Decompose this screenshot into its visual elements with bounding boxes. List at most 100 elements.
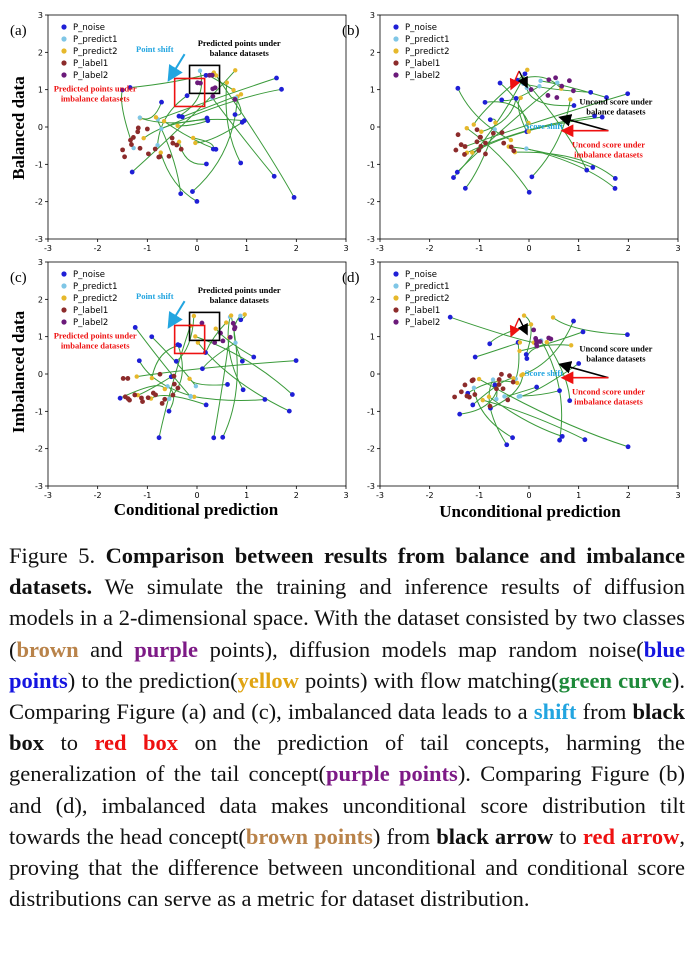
x-tick-label: -2 bbox=[426, 491, 434, 500]
y-tick-label: 0 bbox=[370, 123, 375, 132]
legend-label: P_noise bbox=[73, 270, 105, 280]
flow-curve bbox=[190, 395, 265, 402]
noise-point bbox=[293, 358, 299, 363]
annotation-text: balance datasets bbox=[210, 295, 270, 305]
predict-point bbox=[518, 95, 523, 101]
noise-point bbox=[612, 176, 618, 181]
noise-point bbox=[203, 350, 208, 355]
noise-point bbox=[240, 387, 246, 393]
legend-marker bbox=[61, 307, 67, 313]
label1-point bbox=[507, 373, 512, 379]
y-tick-label: 0 bbox=[38, 123, 43, 132]
x-tick-label: 1 bbox=[576, 244, 581, 253]
label1-point bbox=[137, 145, 143, 151]
noise-point bbox=[513, 95, 519, 101]
predict-point bbox=[511, 376, 516, 381]
noise-point bbox=[482, 99, 488, 105]
flow-curve bbox=[157, 77, 277, 120]
noise-point bbox=[184, 93, 190, 99]
x-tick-label: 2 bbox=[294, 244, 299, 253]
noise-point bbox=[510, 435, 515, 441]
noise-point bbox=[136, 358, 142, 364]
caption-title: Comparison between results from balance … bbox=[9, 543, 686, 600]
noise-point bbox=[159, 99, 164, 105]
label1-point bbox=[178, 146, 184, 152]
flow-curve bbox=[163, 120, 217, 150]
predict-point bbox=[134, 374, 139, 379]
row-label-imbalanced: Imbalanced data bbox=[9, 310, 28, 433]
flow-curve bbox=[488, 396, 563, 437]
label2-point bbox=[232, 324, 238, 330]
noise-point bbox=[232, 112, 238, 118]
label2-point bbox=[566, 78, 572, 84]
label2-point bbox=[220, 338, 226, 344]
flow-curve bbox=[215, 328, 255, 358]
predict-point bbox=[568, 97, 573, 102]
caption-text: from bbox=[582, 699, 627, 725]
predict-point bbox=[508, 137, 514, 143]
y-tick-label: -3 bbox=[35, 235, 43, 244]
caption-green-curve: green curve bbox=[558, 667, 672, 693]
noise-point bbox=[274, 75, 279, 81]
noise-point bbox=[451, 175, 456, 180]
label1-point bbox=[139, 395, 144, 401]
x-tick-label: -3 bbox=[44, 244, 52, 253]
noise-point bbox=[588, 89, 594, 95]
legend-marker bbox=[61, 48, 67, 54]
flow-curve bbox=[222, 315, 238, 438]
noise-point bbox=[590, 165, 596, 170]
y-tick-label: -2 bbox=[367, 445, 375, 454]
figure-caption: Figure 5. Comparison between results fro… bbox=[9, 540, 685, 914]
red-box bbox=[173, 77, 206, 108]
caption-red-arrow: red arrow bbox=[582, 823, 680, 849]
noise-point bbox=[286, 408, 292, 414]
annotation-text: Predicted points under bbox=[198, 285, 281, 295]
caption-text: ) to the prediction( bbox=[67, 667, 238, 693]
legend-label: P_label1 bbox=[405, 306, 440, 316]
noise-point bbox=[625, 332, 630, 338]
label1-point bbox=[462, 382, 468, 388]
legend-marker bbox=[393, 319, 399, 325]
noise-point bbox=[529, 174, 535, 180]
predict-point bbox=[492, 127, 497, 132]
shift-arrow bbox=[167, 300, 186, 329]
y-tick-label: 2 bbox=[370, 295, 375, 304]
panel-letter: (b) bbox=[342, 23, 360, 39]
noise-point bbox=[580, 329, 586, 335]
label2-point bbox=[212, 85, 218, 91]
label1-point bbox=[500, 386, 506, 392]
label1-point bbox=[510, 379, 516, 385]
flow-curve bbox=[178, 70, 203, 117]
label1-point bbox=[174, 142, 180, 148]
predict-point bbox=[526, 120, 531, 126]
legend-label: P_label2 bbox=[73, 318, 108, 328]
annotation-text: Predicted points under bbox=[198, 38, 281, 48]
legend-marker bbox=[61, 60, 67, 66]
noise-point bbox=[625, 91, 631, 97]
noise-point bbox=[571, 318, 576, 324]
label1-point bbox=[494, 386, 499, 392]
legend-label: P_predict1 bbox=[405, 282, 449, 292]
label1-point bbox=[140, 399, 145, 405]
panel-letter: (c) bbox=[10, 270, 27, 286]
caption-yellow: yellow bbox=[237, 667, 299, 693]
label1-point bbox=[511, 148, 517, 154]
label2-point bbox=[232, 97, 238, 102]
predict-point bbox=[537, 84, 542, 89]
annotation-text: Point shift bbox=[136, 44, 174, 54]
label1-point bbox=[153, 392, 158, 398]
annotation-text: balance datasets bbox=[586, 107, 646, 117]
noise-point bbox=[526, 189, 532, 195]
label2-point bbox=[534, 343, 540, 349]
label1-point bbox=[508, 144, 514, 150]
flow-curve bbox=[157, 95, 188, 146]
predict-point bbox=[131, 145, 136, 151]
col-label-unconditional: Unconditional prediction bbox=[439, 502, 621, 521]
label1-point bbox=[171, 381, 177, 387]
label1-point bbox=[125, 376, 131, 381]
predict-point bbox=[193, 383, 199, 389]
y-tick-label: 3 bbox=[370, 11, 375, 20]
x-tick-label: 1 bbox=[244, 244, 249, 253]
noise-point bbox=[571, 103, 577, 108]
noise-point bbox=[455, 85, 461, 91]
